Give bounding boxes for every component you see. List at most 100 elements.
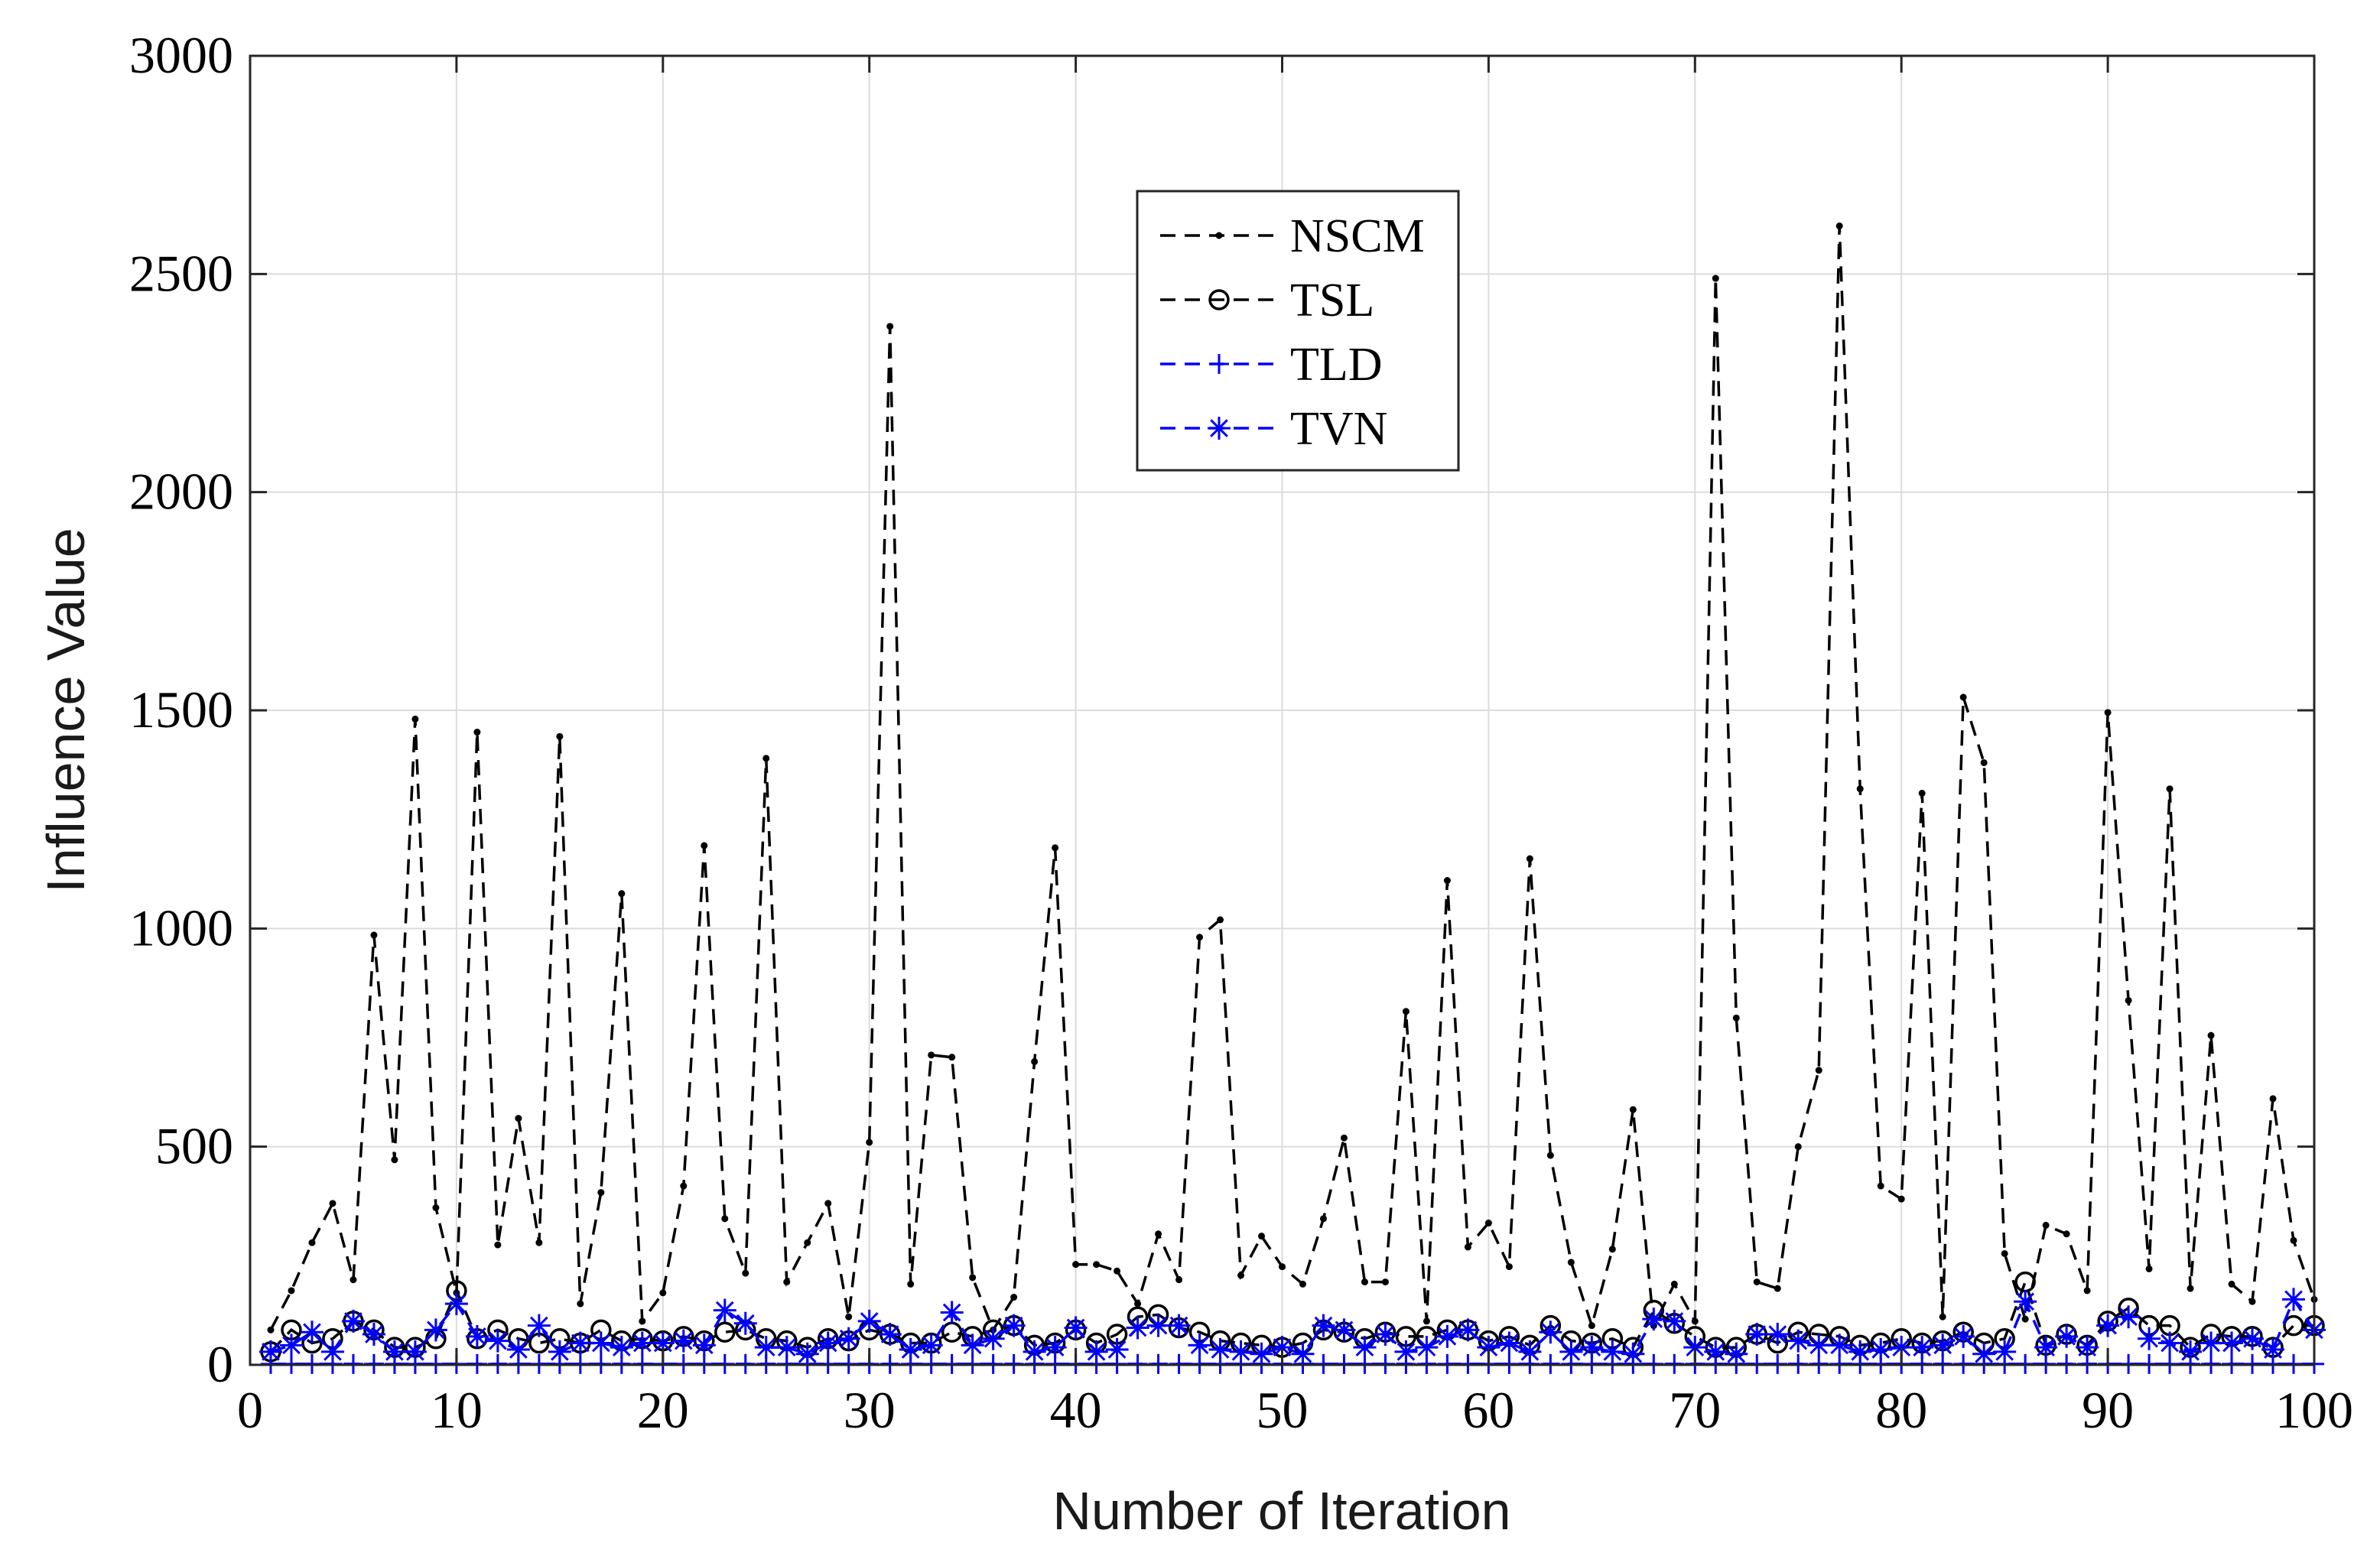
data-point-tvn xyxy=(1828,1333,1852,1357)
y-tick-label: 3000 xyxy=(129,26,233,84)
data-point-tvn xyxy=(1002,1314,1026,1337)
data-point-tvn xyxy=(878,1323,902,1346)
data-point-tvn xyxy=(919,1333,943,1357)
data-point-nscm xyxy=(1279,1263,1286,1271)
data-point-tvn xyxy=(1931,1333,1955,1357)
data-point-nscm xyxy=(1031,1057,1039,1065)
series-line-tsl xyxy=(269,1278,2314,1353)
data-point-tvn xyxy=(1291,1342,1315,1366)
data-point-nscm xyxy=(1093,1261,1101,1269)
data-point-nscm xyxy=(288,1287,295,1295)
data-point-tvn xyxy=(2158,1331,2182,1355)
data-point-nscm xyxy=(1939,1313,1946,1320)
y-tick-label: 2000 xyxy=(129,463,233,521)
data-point-tvn xyxy=(506,1338,530,1362)
data-point-tvn xyxy=(1312,1314,1335,1337)
data-point-tvn xyxy=(2282,1288,2306,1311)
legend-entry-tsl: TSL xyxy=(1160,274,1374,326)
data-point-tvn xyxy=(1084,1340,1108,1363)
data-point-nscm xyxy=(1114,1267,1121,1275)
data-point-tvn xyxy=(1993,1340,2017,1363)
data-point-nscm xyxy=(597,1189,605,1197)
data-point-tvn xyxy=(1601,1340,1624,1363)
x-tick-label: 90 xyxy=(2082,1381,2134,1439)
data-point-tvn xyxy=(300,1320,324,1344)
data-point-tvn xyxy=(382,1340,406,1363)
data-point-nscm xyxy=(1774,1285,1781,1292)
data-point-tvn xyxy=(1890,1336,1913,1359)
data-point-tvn xyxy=(1394,1340,1418,1363)
data-point-nscm xyxy=(473,729,481,736)
data-point-nscm xyxy=(1484,1220,1492,1227)
data-point-nscm xyxy=(391,1156,398,1164)
data-point-nscm xyxy=(762,755,770,762)
data-point-nscm xyxy=(1402,1008,1409,1015)
data-point-nscm xyxy=(2001,1249,2008,1257)
data-point-nscm xyxy=(1155,1230,1162,1238)
data-point-nscm xyxy=(494,1241,502,1249)
data-point-tvn xyxy=(1023,1340,1046,1363)
data-point-tvn xyxy=(610,1336,633,1359)
data-point-nscm xyxy=(1134,1300,1142,1307)
data-point-tvn xyxy=(2055,1324,2079,1348)
data-point-tvn xyxy=(1435,1324,1459,1348)
data-point-tvn xyxy=(1456,1318,1480,1342)
data-point-nscm xyxy=(1959,694,1967,701)
y-tick-label: 1500 xyxy=(129,681,233,739)
data-point-nscm xyxy=(1980,759,1988,766)
data-point-tvn xyxy=(1415,1336,1439,1359)
data-point-nscm xyxy=(2187,1285,2194,1292)
data-point-nscm xyxy=(2104,709,2112,716)
data-point-nscm xyxy=(1608,1246,1616,1253)
data-point-tvn xyxy=(1332,1318,1356,1342)
data-point-tvn xyxy=(981,1327,1005,1350)
data-point-nscm xyxy=(1175,1276,1183,1284)
data-point-tvn xyxy=(2179,1340,2203,1363)
data-point-tvn xyxy=(1250,1342,1273,1366)
data-point-tvn xyxy=(630,1331,654,1355)
data-point-tvn xyxy=(713,1298,736,1322)
data-point-tvn xyxy=(1477,1336,1501,1359)
data-point-nscm xyxy=(308,1239,316,1246)
data-point-nscm xyxy=(1629,1106,1637,1113)
data-point-nscm xyxy=(1052,844,1059,852)
data-point-nscm xyxy=(350,1276,357,1284)
y-axis-label: Influence Value xyxy=(36,528,96,892)
data-point-tvn xyxy=(424,1318,447,1342)
data-point-tvn xyxy=(1497,1331,1521,1355)
data-point-tvn xyxy=(2117,1305,2141,1329)
data-point-nscm xyxy=(535,1239,543,1246)
legend-label: NSCM xyxy=(1290,210,1425,262)
data-point-tvn xyxy=(692,1333,716,1357)
data-point-nscm xyxy=(1753,1278,1761,1286)
data-point-nscm xyxy=(948,1054,956,1061)
data-point-tvn xyxy=(548,1340,571,1363)
data-point-nscm xyxy=(1712,274,1719,282)
y-tick-label: 0 xyxy=(207,1335,233,1393)
x-tick-label: 30 xyxy=(844,1381,896,1439)
data-point-tvn xyxy=(1126,1316,1149,1340)
data-point-tvn xyxy=(258,1340,282,1363)
data-point-nscm xyxy=(1072,1261,1080,1269)
data-point-nscm xyxy=(1443,877,1451,885)
y-tick-label: 2500 xyxy=(129,244,233,302)
data-point-tvn xyxy=(1518,1340,1542,1363)
data-point-tvn xyxy=(1580,1336,1604,1359)
data-point-tvn xyxy=(899,1338,922,1362)
data-point-tvn xyxy=(1766,1323,1790,1346)
data-point-tvn xyxy=(1105,1338,1129,1362)
legend-box xyxy=(1136,190,1460,472)
data-point-tvn xyxy=(1704,1340,1728,1363)
y-tick-label: 500 xyxy=(155,1117,233,1175)
data-point-nscm xyxy=(1546,1152,1554,1159)
data-point-nscm xyxy=(618,890,626,898)
data-point-nscm xyxy=(1670,1280,1678,1288)
data-point-nscm xyxy=(783,1278,791,1286)
data-point-tvn xyxy=(1848,1340,1872,1363)
x-tick-label: 80 xyxy=(1875,1381,1927,1439)
data-point-tvn xyxy=(1869,1338,1893,1362)
data-point-tvn xyxy=(1539,1320,1562,1344)
data-point-tvn xyxy=(1663,1309,1686,1333)
data-point-tvn xyxy=(1229,1340,1253,1363)
data-point-tvn xyxy=(2076,1336,2099,1359)
